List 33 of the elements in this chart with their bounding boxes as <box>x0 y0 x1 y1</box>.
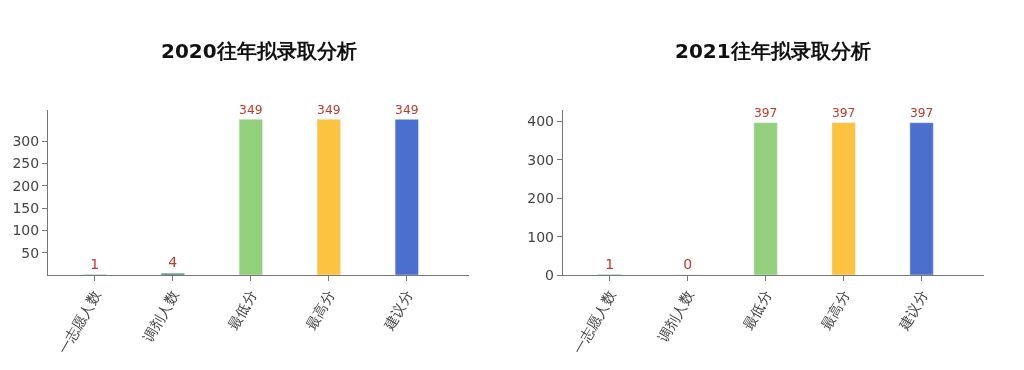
data-label: 1 <box>90 255 100 272</box>
y-tick-label: 0 <box>545 266 554 283</box>
x-tick-label: 调剂人数 <box>654 287 697 345</box>
y-tick-label: 300 <box>527 151 554 168</box>
data-label: 349 <box>395 102 419 117</box>
y-tick-label: 100 <box>12 222 40 239</box>
x-tick-label: 建议分 <box>380 287 416 334</box>
x-tick-label: 最低分 <box>224 287 260 333</box>
data-label: 0 <box>683 256 693 272</box>
x-tick-label: 建议分 <box>894 287 931 334</box>
y-tick-label: 200 <box>12 177 40 194</box>
x-tick-label: 最高分 <box>302 287 338 333</box>
y-tick-label: 400 <box>527 113 554 130</box>
data-label: 4 <box>168 254 178 271</box>
data-label: 397 <box>909 106 934 121</box>
chart-title: 2021往年拟录取分析 <box>675 39 871 63</box>
y-tick-label: 100 <box>527 228 554 245</box>
x-tick-label: 调剂人数 <box>139 287 182 345</box>
y-tick-label: 150 <box>12 200 40 217</box>
data-label: 349 <box>239 102 263 117</box>
chart-title: 2020往年拟录取分析 <box>161 39 357 63</box>
x-tick-label: 一志愿人数 <box>569 287 619 357</box>
data-label: 397 <box>831 106 856 121</box>
data-label: 1 <box>605 255 615 272</box>
data-label: 349 <box>317 102 341 117</box>
data-label: 397 <box>753 106 778 121</box>
y-tick-label: 250 <box>12 155 40 172</box>
x-tick-label: 最高分 <box>817 287 853 333</box>
y-tick-label: 200 <box>527 190 554 207</box>
x-tick-label: 一志愿人数 <box>54 287 104 357</box>
x-tick-label: 最低分 <box>739 287 775 333</box>
y-tick-label: 300 <box>12 133 40 150</box>
y-tick-label: 50 <box>21 244 40 261</box>
